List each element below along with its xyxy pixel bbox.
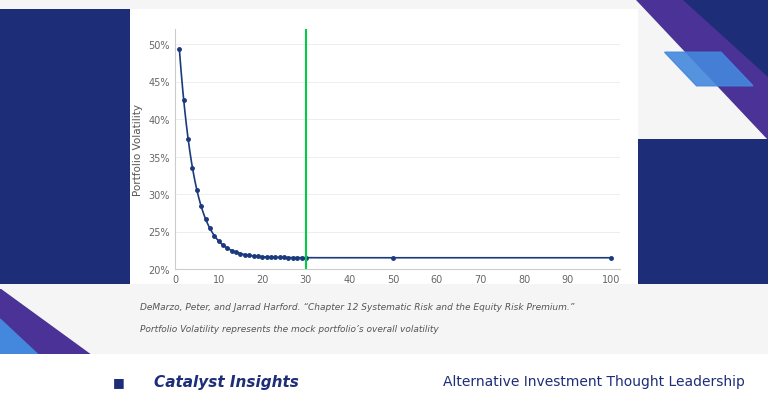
- Y-axis label: Portfolio Volatility: Portfolio Volatility: [133, 104, 143, 196]
- Polygon shape: [0, 319, 58, 373]
- Text: ■: ■: [113, 375, 125, 388]
- X-axis label: Number of Stocks in a Portfolio: Number of Stocks in a Portfolio: [316, 288, 478, 298]
- Text: DeMarzo, Peter, and Jarrad Harford. “Chapter 12 Systematic Risk and the Equity R: DeMarzo, Peter, and Jarrad Harford. “Cha…: [140, 303, 574, 311]
- Text: Portfolio Volatility represents the mock portfolio’s overall volatility: Portfolio Volatility represents the mock…: [140, 324, 439, 333]
- Polygon shape: [637, 0, 768, 139]
- Polygon shape: [684, 0, 768, 77]
- Polygon shape: [0, 289, 165, 409]
- Polygon shape: [664, 53, 753, 87]
- Text: Catalyst Insights: Catalyst Insights: [154, 374, 299, 389]
- Text: Alternative Investment Thought Leadership: Alternative Investment Thought Leadershi…: [443, 375, 745, 389]
